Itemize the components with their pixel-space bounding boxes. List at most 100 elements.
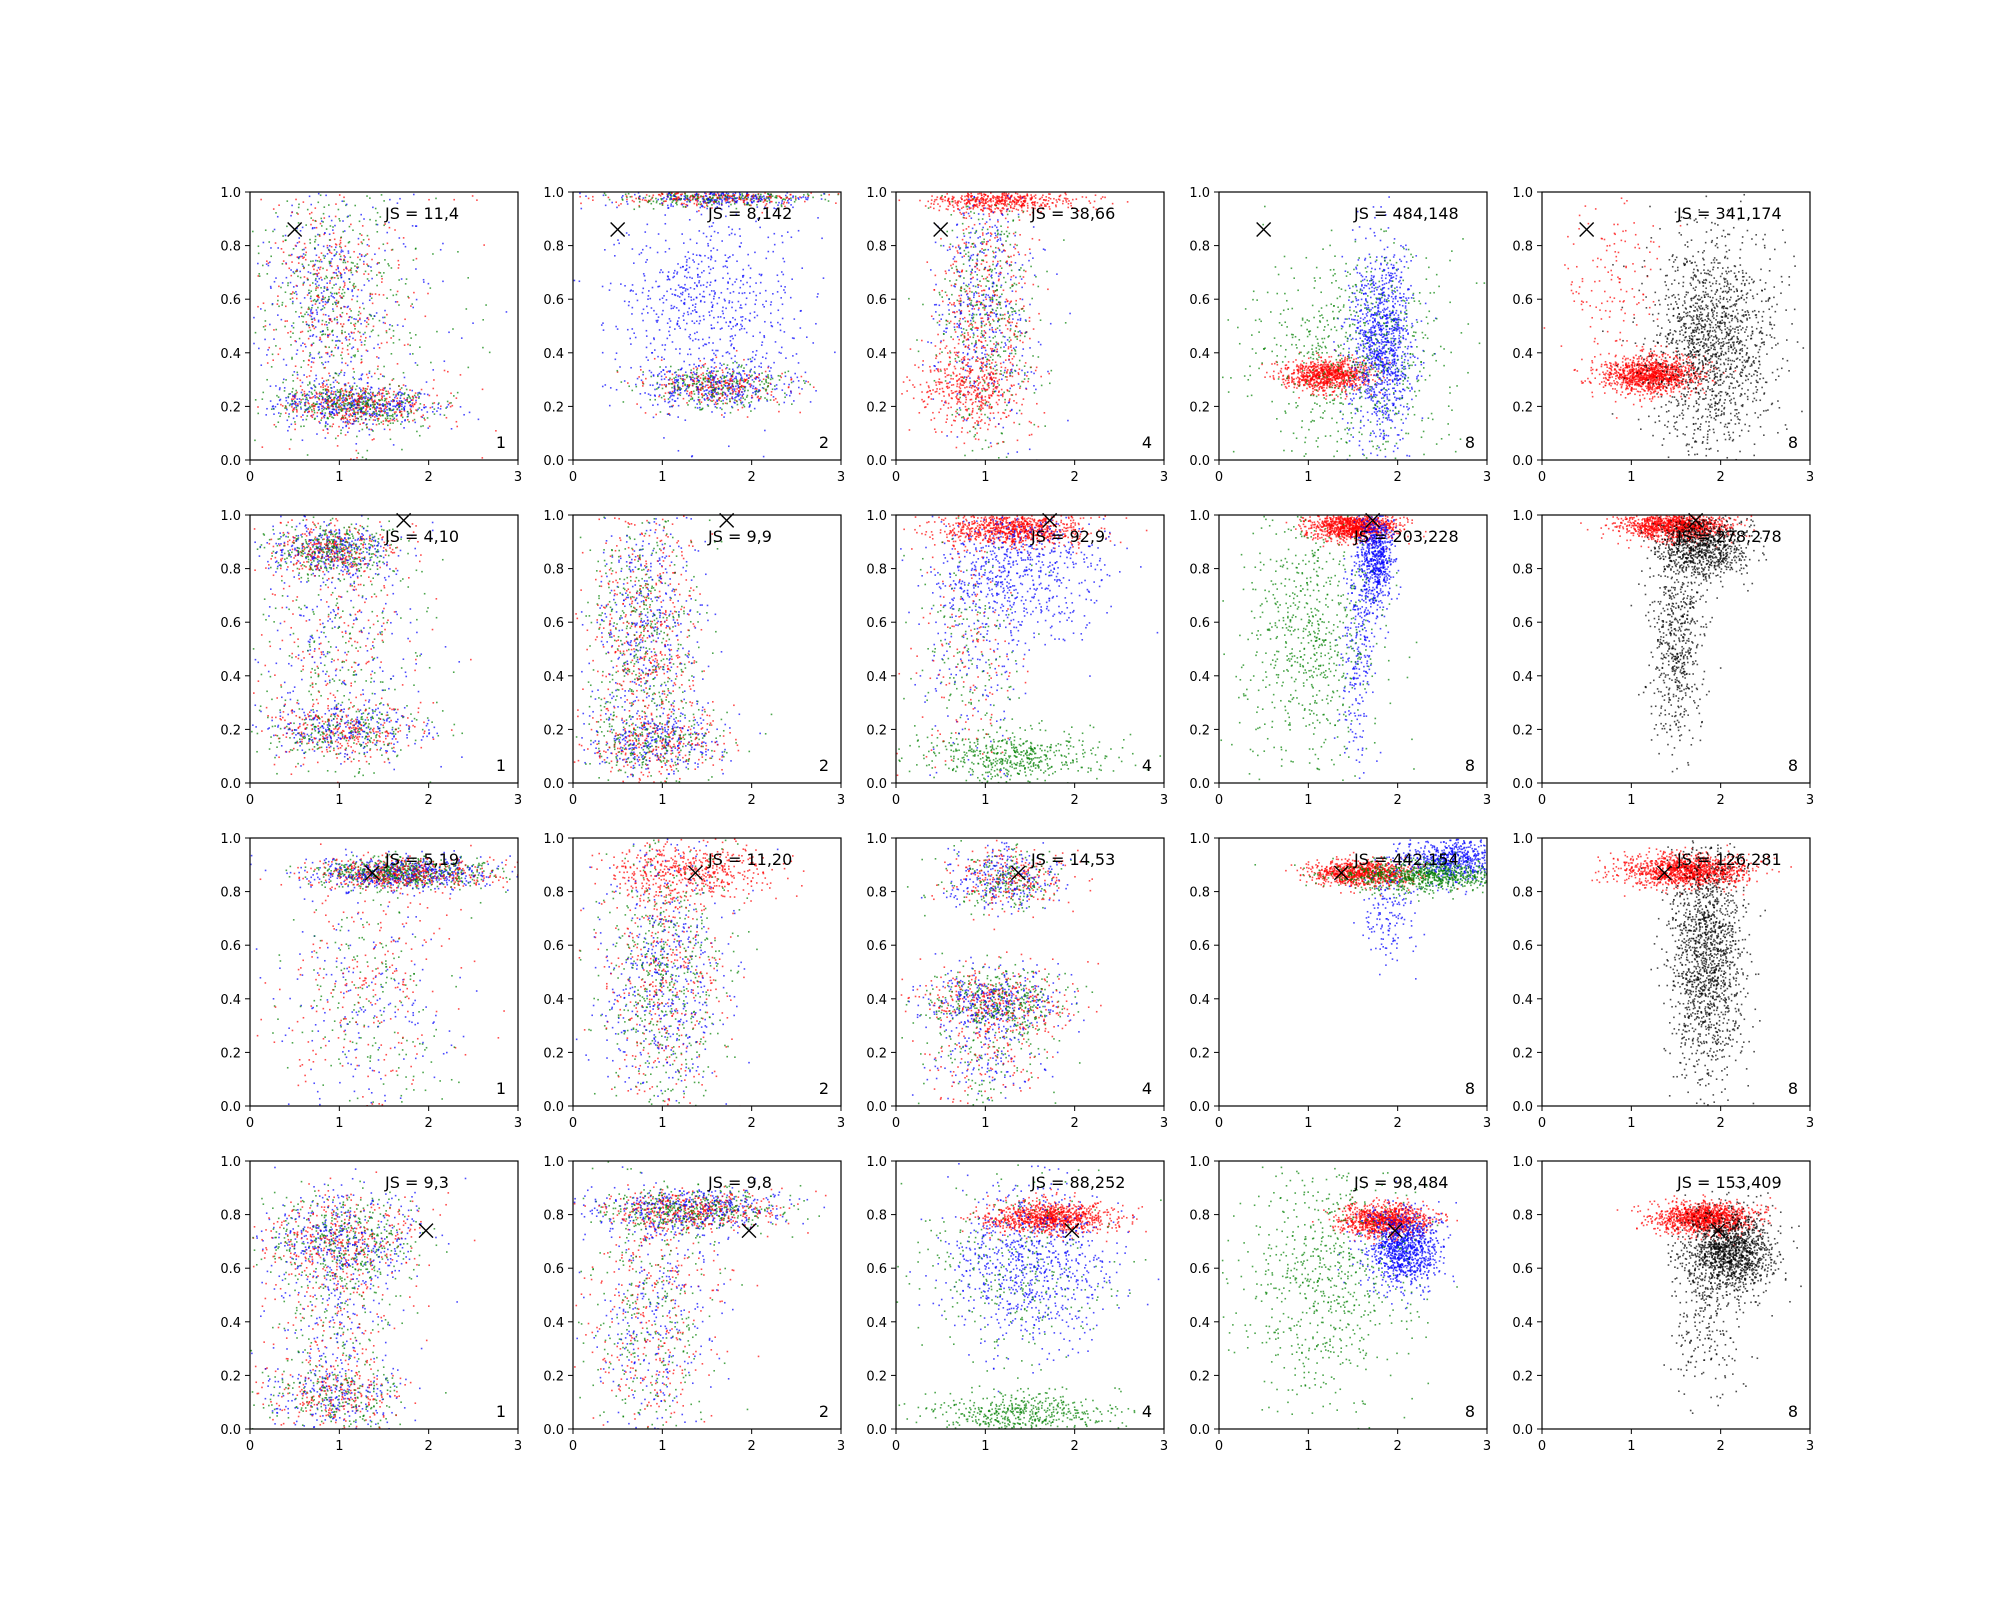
data-point bbox=[355, 392, 358, 395]
data-point bbox=[965, 329, 968, 331]
data-point bbox=[624, 284, 626, 287]
data-point bbox=[749, 375, 752, 378]
data-point bbox=[322, 382, 325, 385]
data-point bbox=[655, 313, 658, 316]
data-point bbox=[752, 385, 755, 388]
data-point bbox=[989, 299, 992, 302]
data-point bbox=[320, 299, 323, 302]
data-point bbox=[290, 274, 293, 277]
data-point bbox=[404, 318, 406, 321]
data-point bbox=[344, 388, 347, 391]
data-point bbox=[680, 197, 683, 200]
data-point bbox=[794, 199, 797, 201]
data-point bbox=[371, 302, 374, 305]
data-point bbox=[663, 383, 666, 386]
data-point bbox=[728, 197, 731, 200]
data-point bbox=[665, 384, 668, 386]
data-point bbox=[953, 210, 955, 212]
data-point bbox=[651, 351, 654, 354]
data-point bbox=[317, 294, 320, 297]
data-point bbox=[685, 203, 687, 206]
data-point bbox=[338, 218, 341, 220]
data-point bbox=[433, 402, 436, 404]
data-point bbox=[412, 397, 415, 399]
data-point bbox=[658, 372, 661, 375]
data-point bbox=[708, 381, 711, 383]
data-point bbox=[284, 412, 287, 414]
data-point bbox=[291, 398, 293, 400]
data-point bbox=[698, 210, 700, 212]
data-point bbox=[755, 349, 758, 352]
data-point bbox=[650, 198, 652, 201]
data-point bbox=[352, 399, 354, 402]
data-point bbox=[759, 389, 761, 392]
data-point bbox=[1016, 199, 1018, 201]
data-point bbox=[661, 297, 664, 299]
data-point bbox=[613, 243, 615, 246]
data-point bbox=[720, 194, 722, 197]
data-point bbox=[275, 212, 277, 214]
data-point bbox=[360, 344, 363, 346]
data-point bbox=[696, 285, 698, 288]
data-point bbox=[735, 201, 738, 204]
data-point bbox=[627, 382, 629, 384]
data-point bbox=[297, 262, 300, 264]
data-point bbox=[640, 369, 642, 371]
data-point bbox=[709, 386, 711, 388]
data-point bbox=[766, 400, 769, 402]
data-point bbox=[364, 387, 367, 390]
data-point bbox=[729, 378, 731, 381]
data-point bbox=[353, 250, 355, 253]
data-point bbox=[728, 196, 731, 198]
data-point bbox=[998, 203, 1000, 205]
data-point bbox=[385, 331, 388, 334]
data-point bbox=[702, 344, 705, 347]
data-point bbox=[358, 404, 361, 407]
data-point bbox=[738, 192, 741, 194]
data-point bbox=[744, 385, 747, 388]
data-point bbox=[349, 406, 351, 409]
data-point bbox=[384, 410, 387, 413]
data-point bbox=[376, 413, 378, 416]
data-point bbox=[697, 357, 700, 360]
data-point bbox=[944, 199, 946, 202]
data-point bbox=[620, 283, 622, 285]
data-point bbox=[770, 324, 773, 327]
data-point bbox=[764, 206, 766, 209]
data-point bbox=[736, 200, 739, 202]
data-point bbox=[726, 196, 729, 198]
data-point bbox=[988, 206, 991, 208]
data-point bbox=[400, 414, 403, 417]
data-point bbox=[398, 385, 400, 387]
data-point bbox=[288, 254, 290, 257]
data-point bbox=[688, 307, 691, 310]
data-point bbox=[320, 403, 322, 405]
data-point bbox=[398, 400, 401, 402]
data-point bbox=[1071, 198, 1074, 201]
data-point bbox=[326, 394, 329, 396]
data-point bbox=[712, 201, 715, 203]
data-point bbox=[321, 362, 323, 364]
data-point bbox=[736, 366, 739, 369]
data-point bbox=[291, 374, 294, 376]
data-point bbox=[316, 299, 319, 302]
data-point bbox=[287, 402, 289, 404]
data-point bbox=[366, 410, 369, 413]
data-point bbox=[375, 414, 377, 417]
data-point bbox=[349, 269, 352, 271]
data-point bbox=[354, 265, 356, 267]
data-point bbox=[315, 300, 317, 303]
data-point bbox=[397, 391, 400, 394]
data-point bbox=[367, 264, 369, 267]
data-point bbox=[730, 377, 732, 380]
data-point bbox=[1033, 195, 1036, 198]
data-point bbox=[778, 351, 781, 354]
data-point bbox=[382, 387, 385, 390]
data-point bbox=[291, 325, 293, 327]
data-point bbox=[968, 202, 971, 204]
data-point bbox=[332, 376, 335, 379]
data-point bbox=[344, 362, 347, 365]
data-point bbox=[980, 208, 982, 211]
data-point bbox=[364, 270, 367, 273]
data-point bbox=[350, 414, 352, 416]
